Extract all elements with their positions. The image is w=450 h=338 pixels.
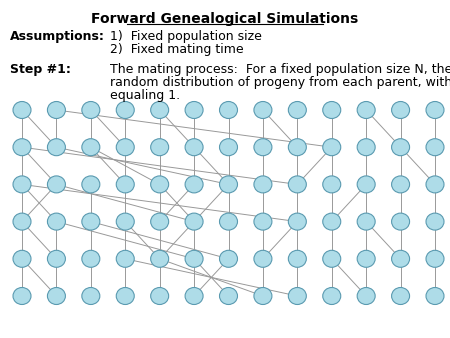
Ellipse shape <box>82 176 100 193</box>
Ellipse shape <box>47 288 65 305</box>
Ellipse shape <box>47 250 65 267</box>
Ellipse shape <box>288 213 306 230</box>
Ellipse shape <box>151 101 169 119</box>
Ellipse shape <box>82 101 100 119</box>
Ellipse shape <box>116 139 134 156</box>
Ellipse shape <box>426 288 444 305</box>
Text: 1)  Fixed population size: 1) Fixed population size <box>110 30 262 43</box>
Ellipse shape <box>116 288 134 305</box>
Ellipse shape <box>392 250 410 267</box>
Ellipse shape <box>13 176 31 193</box>
Ellipse shape <box>357 139 375 156</box>
Text: The mating process:  For a fixed population size N, there is a: The mating process: For a fixed populati… <box>110 63 450 76</box>
Ellipse shape <box>426 139 444 156</box>
Ellipse shape <box>185 288 203 305</box>
Ellipse shape <box>288 176 306 193</box>
Ellipse shape <box>151 213 169 230</box>
Ellipse shape <box>116 250 134 267</box>
Ellipse shape <box>47 101 65 119</box>
Ellipse shape <box>392 176 410 193</box>
Ellipse shape <box>185 139 203 156</box>
Ellipse shape <box>357 176 375 193</box>
Ellipse shape <box>357 213 375 230</box>
Ellipse shape <box>254 250 272 267</box>
Ellipse shape <box>323 288 341 305</box>
Ellipse shape <box>151 176 169 193</box>
Ellipse shape <box>288 288 306 305</box>
Ellipse shape <box>151 139 169 156</box>
Ellipse shape <box>185 250 203 267</box>
Ellipse shape <box>220 213 238 230</box>
Ellipse shape <box>288 139 306 156</box>
Ellipse shape <box>185 213 203 230</box>
Ellipse shape <box>13 250 31 267</box>
Ellipse shape <box>220 250 238 267</box>
Text: Assumptions:: Assumptions: <box>10 30 105 43</box>
Ellipse shape <box>254 139 272 156</box>
Ellipse shape <box>82 139 100 156</box>
Ellipse shape <box>426 213 444 230</box>
Ellipse shape <box>13 288 31 305</box>
Text: Forward Genealogical Simulations: Forward Genealogical Simulations <box>91 12 359 26</box>
Ellipse shape <box>151 288 169 305</box>
Ellipse shape <box>220 139 238 156</box>
Ellipse shape <box>116 176 134 193</box>
Ellipse shape <box>47 213 65 230</box>
Ellipse shape <box>13 139 31 156</box>
Ellipse shape <box>323 250 341 267</box>
Ellipse shape <box>392 213 410 230</box>
Ellipse shape <box>323 101 341 119</box>
Ellipse shape <box>220 288 238 305</box>
Ellipse shape <box>357 250 375 267</box>
Ellipse shape <box>323 139 341 156</box>
Ellipse shape <box>254 101 272 119</box>
Ellipse shape <box>185 176 203 193</box>
Ellipse shape <box>116 101 134 119</box>
Text: random distribution of progeny from each parent, with a mean: random distribution of progeny from each… <box>110 76 450 89</box>
Ellipse shape <box>254 176 272 193</box>
Ellipse shape <box>47 139 65 156</box>
Ellipse shape <box>357 288 375 305</box>
Ellipse shape <box>254 288 272 305</box>
Text: Step #1:: Step #1: <box>10 63 71 76</box>
Ellipse shape <box>185 101 203 119</box>
Ellipse shape <box>357 101 375 119</box>
Ellipse shape <box>82 288 100 305</box>
Ellipse shape <box>392 139 410 156</box>
Ellipse shape <box>426 176 444 193</box>
Ellipse shape <box>82 250 100 267</box>
Ellipse shape <box>47 176 65 193</box>
Ellipse shape <box>426 101 444 119</box>
Ellipse shape <box>220 101 238 119</box>
Ellipse shape <box>392 288 410 305</box>
Text: 2)  Fixed mating time: 2) Fixed mating time <box>110 43 243 56</box>
Ellipse shape <box>116 213 134 230</box>
Ellipse shape <box>392 101 410 119</box>
Ellipse shape <box>13 213 31 230</box>
Ellipse shape <box>288 101 306 119</box>
Ellipse shape <box>323 176 341 193</box>
Ellipse shape <box>288 250 306 267</box>
Ellipse shape <box>13 101 31 119</box>
Text: equaling 1.: equaling 1. <box>110 89 180 102</box>
Ellipse shape <box>323 213 341 230</box>
Ellipse shape <box>220 176 238 193</box>
Ellipse shape <box>151 250 169 267</box>
Ellipse shape <box>82 213 100 230</box>
Ellipse shape <box>426 250 444 267</box>
Ellipse shape <box>254 213 272 230</box>
